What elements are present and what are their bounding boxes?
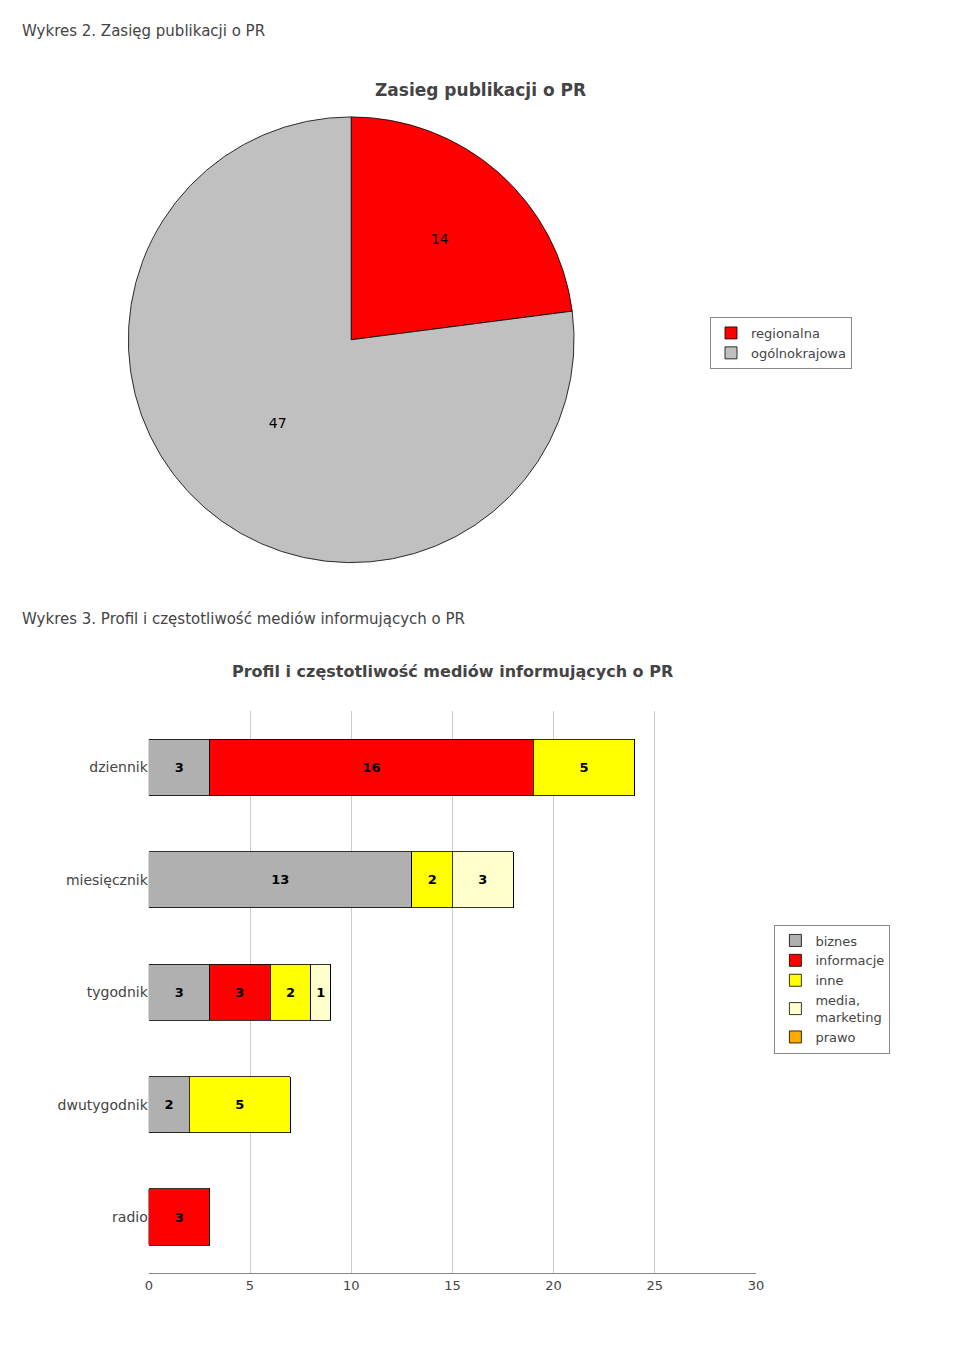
svg-text:Zasieg publikacji o PR: Zasieg publikacji o PR [375, 80, 586, 100]
svg-text:15: 15 [444, 1278, 461, 1293]
svg-text:13: 13 [271, 872, 289, 887]
svg-text:2: 2 [428, 872, 437, 887]
svg-text:20: 20 [545, 1278, 562, 1293]
svg-text:25: 25 [647, 1278, 664, 1293]
svg-text:3: 3 [175, 985, 184, 1000]
svg-text:dziennik: dziennik [89, 759, 148, 775]
svg-text:16: 16 [362, 760, 380, 775]
svg-text:14: 14 [431, 231, 449, 247]
svg-text:media,marketing: media,marketing [815, 993, 881, 1025]
svg-text:biznes: biznes [815, 934, 857, 949]
svg-text:5: 5 [235, 1097, 244, 1112]
svg-text:dwutygodnik: dwutygodnik [58, 1097, 149, 1113]
svg-text:3: 3 [175, 1210, 184, 1225]
svg-text:prawo: prawo [815, 1030, 855, 1045]
svg-text:inne: inne [815, 973, 843, 988]
svg-text:47: 47 [269, 415, 287, 431]
svg-text:1: 1 [316, 985, 325, 1000]
svg-text:miesięcznik: miesięcznik [66, 872, 149, 888]
svg-text:Wykres 2. Zasięg publikacji o: Wykres 2. Zasięg publikacji o PR [22, 22, 265, 40]
svg-text:2: 2 [165, 1097, 174, 1112]
svg-text:3: 3 [175, 760, 184, 775]
svg-text:tygodnik: tygodnik [87, 984, 149, 1000]
svg-text:30: 30 [748, 1278, 765, 1293]
svg-text:Wykres 3. Profil i częstotliwo: Wykres 3. Profil i częstotliwość mediów … [22, 610, 465, 628]
svg-text:0: 0 [145, 1278, 153, 1293]
svg-text:informacje: informacje [815, 953, 884, 968]
svg-text:ogólnokrajowa: ogólnokrajowa [751, 346, 846, 361]
svg-text:10: 10 [343, 1278, 360, 1293]
svg-text:5: 5 [579, 760, 588, 775]
svg-text:5: 5 [246, 1278, 254, 1293]
svg-text:Profil i częstotliwość mediów: Profil i częstotliwość mediów informując… [232, 662, 673, 681]
svg-text:radio: radio [112, 1209, 148, 1225]
svg-text:2: 2 [286, 985, 295, 1000]
svg-text:3: 3 [478, 872, 487, 887]
svg-text:3: 3 [235, 985, 244, 1000]
svg-text:regionalna: regionalna [751, 326, 820, 341]
